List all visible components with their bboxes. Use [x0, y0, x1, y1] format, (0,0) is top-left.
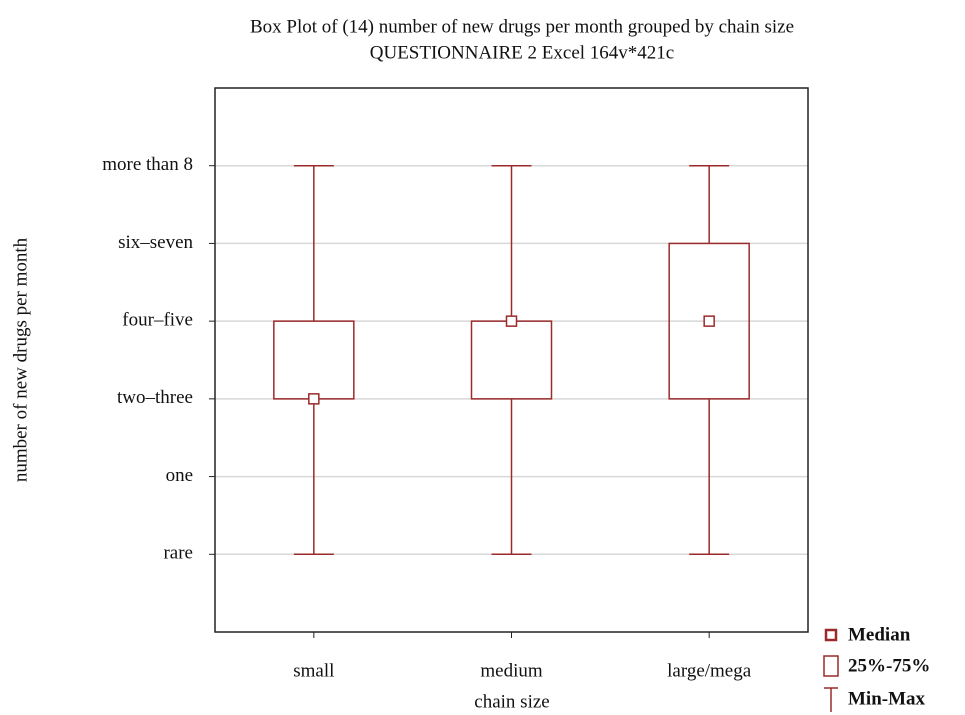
x-tick-label: small [293, 660, 334, 681]
y-tick-label: rare [163, 543, 193, 564]
legend-label: 25%-75% [848, 655, 930, 676]
y-tick-label: six–seven [118, 232, 193, 253]
legend-median-icon [824, 628, 838, 642]
box [668, 242, 750, 400]
legend-label: Min-Max [848, 688, 926, 709]
y-tick-label: more than 8 [102, 154, 193, 175]
x-tick-label: medium [480, 660, 542, 681]
box [273, 320, 355, 400]
y-axis-label: number of new drugs per month [10, 237, 31, 482]
x-axis-label: chain size [474, 691, 549, 712]
box [470, 320, 553, 400]
median [703, 315, 715, 327]
median [505, 315, 518, 327]
legend-label: Median [848, 624, 911, 645]
y-tick-label: one [166, 465, 193, 486]
median [308, 393, 320, 405]
chart-title: Box Plot of (14) number of new drugs per… [250, 16, 794, 37]
y-tick-label: two–three [117, 387, 193, 408]
x-tick-label: large/mega [667, 660, 752, 681]
legend-box-icon [823, 655, 839, 677]
y-tick-label: four–five [122, 310, 193, 331]
chart-subtitle: QUESTIONNAIRE 2 Excel 164v*421c [370, 42, 674, 63]
